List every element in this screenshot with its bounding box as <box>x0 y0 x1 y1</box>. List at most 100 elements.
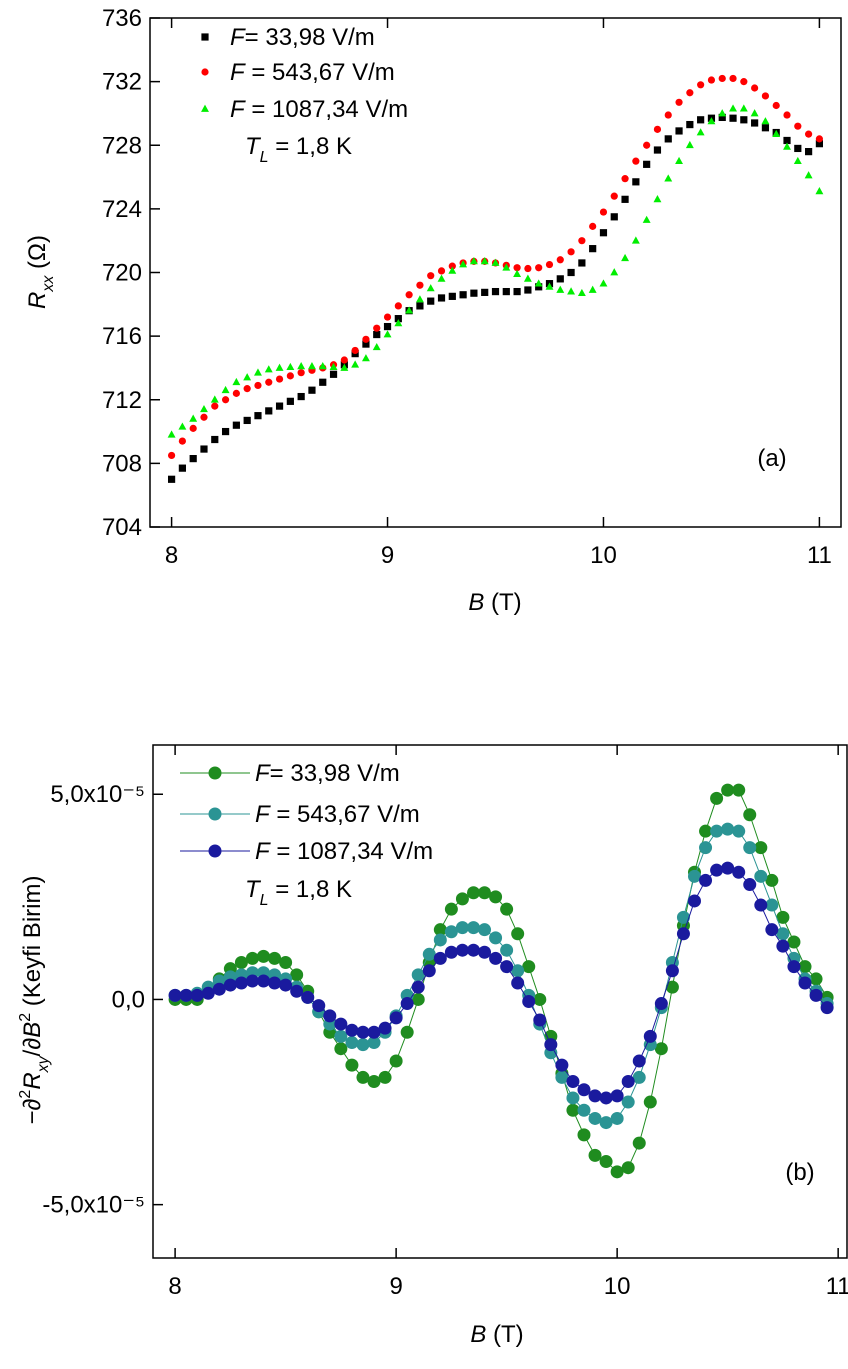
data-point <box>245 951 259 965</box>
data-point <box>555 1070 569 1084</box>
data-point <box>805 148 813 156</box>
data-point <box>455 921 469 935</box>
data-point <box>234 976 248 990</box>
data-point <box>297 369 305 377</box>
data-point <box>610 1165 624 1179</box>
data-point <box>189 414 198 422</box>
data-point <box>697 116 705 124</box>
data-point <box>200 413 208 421</box>
data-point <box>422 947 436 961</box>
data-point <box>599 208 608 216</box>
data-point <box>264 365 273 373</box>
data-point <box>787 935 801 949</box>
data-point <box>415 295 424 303</box>
y-axis-label: Rxx (Ω) <box>24 235 57 309</box>
data-point <box>729 74 737 83</box>
data-point <box>621 1095 635 1109</box>
data-point <box>522 995 536 1008</box>
data-point <box>470 289 478 297</box>
data-point <box>411 968 425 982</box>
data-point <box>721 861 735 875</box>
data-point <box>400 997 414 1011</box>
annotation-part: = 1,8 K <box>269 133 352 160</box>
data-point <box>710 824 724 838</box>
data-point <box>743 878 757 892</box>
data-point <box>643 141 651 149</box>
data-point <box>286 372 294 380</box>
legend-marker <box>201 68 209 76</box>
data-point <box>455 892 469 906</box>
data-point <box>794 122 802 130</box>
legend-label: F = 1087,34 V/m <box>255 838 433 865</box>
legend-marker <box>208 844 222 858</box>
data-point <box>340 356 348 364</box>
data-point <box>567 248 575 256</box>
data-point <box>751 119 759 127</box>
data-point <box>631 236 640 244</box>
data-point <box>511 976 525 990</box>
data-point <box>588 1111 602 1125</box>
plot-frame <box>149 17 842 528</box>
data-point <box>394 319 403 327</box>
data-point <box>178 437 186 445</box>
data-point <box>405 291 413 299</box>
data-point <box>621 253 630 262</box>
data-point <box>502 287 510 296</box>
data-point <box>211 435 219 444</box>
legend-label: F= 33,98 V/m <box>255 760 400 787</box>
data-point <box>699 873 713 887</box>
data-point <box>653 195 662 203</box>
y-axis-label-part: (Ω) <box>24 235 51 276</box>
data-point <box>675 156 684 165</box>
data-point <box>675 127 683 135</box>
data-point <box>765 923 779 937</box>
data-point <box>362 340 370 348</box>
data-point <box>480 257 489 265</box>
data-point <box>254 381 262 390</box>
x-axis-label-part: B <box>470 1321 486 1348</box>
data-point <box>654 1042 668 1056</box>
data-point <box>533 992 547 1006</box>
data-point <box>815 187 824 195</box>
data-point <box>466 886 480 900</box>
annotation-part: = 1,8 K <box>269 876 352 903</box>
data-point <box>699 824 713 838</box>
legend-label: F = 543,67 V/m <box>255 801 420 828</box>
annotation-part: L <box>260 149 269 166</box>
data-point <box>361 354 370 362</box>
data-point <box>323 1009 337 1023</box>
data-point <box>729 114 737 122</box>
data-point <box>632 1054 646 1068</box>
data-point <box>257 949 271 963</box>
data-point <box>765 873 779 887</box>
data-point <box>234 956 248 970</box>
data-point <box>189 424 197 432</box>
data-point <box>286 397 294 405</box>
data-point <box>599 1091 613 1105</box>
data-point <box>356 1070 370 1084</box>
data-point <box>257 974 271 988</box>
y-axis-label-part: 2 <box>17 1013 34 1022</box>
y-tick-label: 728 <box>102 132 142 159</box>
data-point <box>676 910 690 924</box>
data-point <box>815 135 824 143</box>
data-point <box>610 268 619 276</box>
data-point <box>190 988 204 1002</box>
data-point <box>243 416 251 425</box>
data-point <box>743 841 757 855</box>
data-point <box>621 1075 635 1089</box>
data-point <box>654 997 668 1011</box>
data-point <box>643 1095 657 1109</box>
data-point <box>588 1089 602 1103</box>
y-axis-label-part: R <box>24 292 51 309</box>
data-point <box>754 869 768 883</box>
data-point <box>820 1001 834 1015</box>
y-axis-label-part: −∂ <box>19 1098 46 1124</box>
annotation: TL = 1,8 K <box>245 876 352 909</box>
data-point <box>545 282 554 290</box>
data-point <box>334 1017 348 1031</box>
data-point <box>798 976 812 990</box>
data-point <box>212 982 226 996</box>
y-tick-label: 716 <box>102 323 142 350</box>
data-point <box>223 978 237 992</box>
